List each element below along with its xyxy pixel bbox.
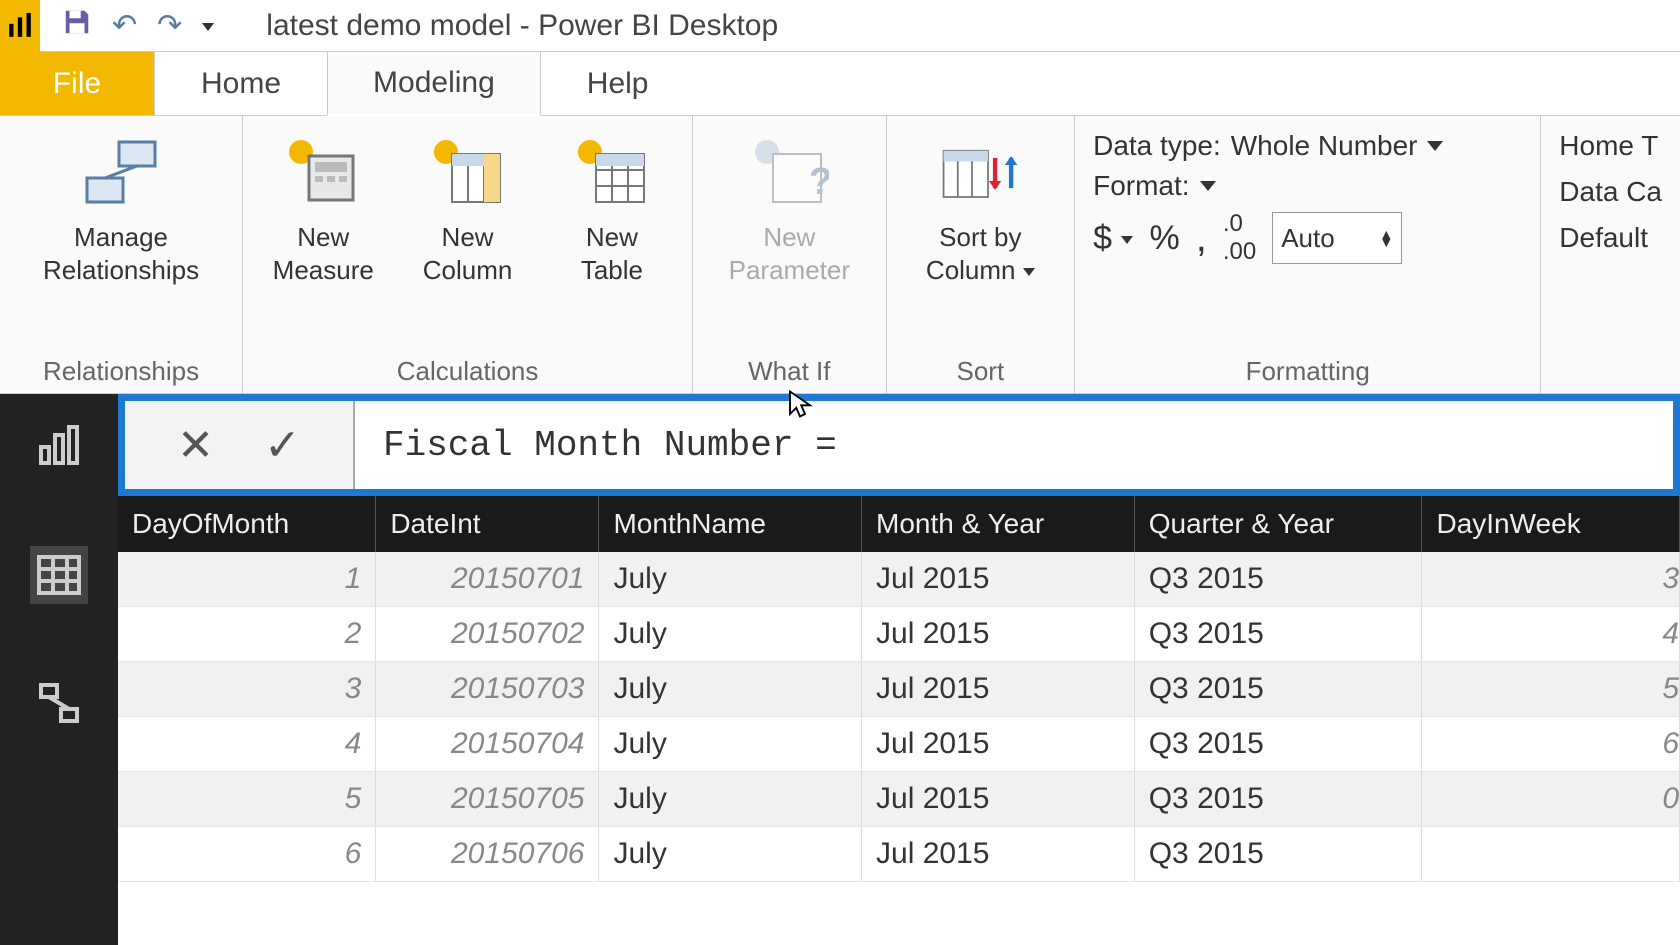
data-table[interactable]: DayOfMonthDateIntMonthNameMonth & YearQu… — [118, 496, 1680, 945]
table-cell[interactable]: 20150703 — [376, 662, 599, 717]
formula-controls: ✕ ✓ — [125, 401, 355, 489]
redo-button[interactable]: ↷ — [157, 8, 182, 43]
table-cell[interactable]: 1 — [118, 552, 376, 607]
table-cell[interactable]: Jul 2015 — [862, 662, 1135, 717]
new-measure-button[interactable]: New Measure — [251, 124, 395, 286]
titlebar: ↶ ↷ latest demo model - Power BI Desktop — [0, 0, 1680, 52]
ribbon-group-formatting: Data type: Whole Number Format: $ % , .0… — [1075, 116, 1541, 393]
table-cell[interactable]: 3 — [1422, 552, 1680, 607]
column-header[interactable]: MonthName — [599, 496, 862, 552]
sort-by-column-button[interactable]: Sort by Column — [895, 124, 1065, 286]
formula-bar: ✕ ✓ Fiscal Month Number = — [118, 394, 1680, 496]
table-cell[interactable]: 0 — [1422, 772, 1680, 827]
data-category-selector[interactable]: Data Ca — [1559, 176, 1662, 208]
table-cell[interactable]: 20150704 — [376, 717, 599, 772]
column-header[interactable]: DayOfMonth — [118, 496, 376, 552]
table-cell[interactable]: 5 — [1422, 662, 1680, 717]
formula-input[interactable]: Fiscal Month Number = — [355, 401, 1673, 489]
model-view-button[interactable] — [30, 674, 88, 732]
tab-modeling[interactable]: Modeling — [327, 52, 541, 116]
save-button[interactable] — [62, 7, 92, 45]
decimal-places-spinbox[interactable]: Auto ▲▼ — [1272, 212, 1402, 264]
cancel-formula-button[interactable]: ✕ — [177, 420, 214, 471]
new-table-button[interactable]: New Table — [540, 124, 684, 286]
column-header[interactable]: Quarter & Year — [1134, 496, 1422, 552]
table-cell[interactable]: 3 — [118, 662, 376, 717]
ribbon-group-properties: Home T Data Ca Default — [1541, 116, 1680, 393]
table-row[interactable]: 120150701JulyJul 2015Q3 20153 — [118, 552, 1680, 607]
table-cell[interactable]: Jul 2015 — [862, 772, 1135, 827]
percent-format-button[interactable]: % — [1149, 219, 1179, 258]
app-logo — [0, 0, 40, 52]
decimal-format-button[interactable]: .0.00 — [1223, 210, 1256, 266]
manage-relationships-button[interactable]: Manage Relationships — [46, 124, 196, 286]
table-cell[interactable] — [1422, 827, 1680, 882]
new-parameter-button: ? New Parameter — [702, 124, 877, 286]
content-area: ✕ ✓ Fiscal Month Number = DayOfMonthDate… — [118, 394, 1680, 945]
table-row[interactable]: 520150705JulyJul 2015Q3 20150 — [118, 772, 1680, 827]
column-header[interactable]: Month & Year — [862, 496, 1135, 552]
table-cell[interactable]: 2 — [118, 607, 376, 662]
table-cell[interactable]: 4 — [118, 717, 376, 772]
svg-text:?: ? — [809, 161, 829, 203]
ribbon-group-calculations: New Measure New Column New Table Calcula… — [243, 116, 693, 393]
quick-access-toolbar: ↶ ↷ — [40, 7, 236, 45]
ribbon-group-whatif: ? New Parameter What If — [693, 116, 887, 393]
table-cell[interactable]: July — [599, 717, 862, 772]
table-cell[interactable]: 20150705 — [376, 772, 599, 827]
ribbon-group-sort: Sort by Column Sort — [887, 116, 1076, 393]
table-cell[interactable]: Q3 2015 — [1134, 772, 1422, 827]
table-cell[interactable]: Jul 2015 — [862, 607, 1135, 662]
table-row[interactable]: 620150706JulyJul 2015Q3 2015 — [118, 827, 1680, 882]
format-selector[interactable]: Format: — [1093, 170, 1443, 202]
table-cell[interactable]: 4 — [1422, 607, 1680, 662]
comma-format-button[interactable]: , — [1196, 216, 1207, 261]
table-row[interactable]: 320150703JulyJul 2015Q3 20155 — [118, 662, 1680, 717]
data-view-button[interactable] — [30, 546, 88, 604]
table-cell[interactable]: July — [599, 552, 862, 607]
table-cell[interactable]: July — [599, 827, 862, 882]
table-cell[interactable]: 20150702 — [376, 607, 599, 662]
ribbon: Manage Relationships Relationships New M… — [0, 116, 1680, 394]
new-column-button[interactable]: New Column — [395, 124, 539, 286]
table-cell[interactable]: 6 — [118, 827, 376, 882]
table-cell[interactable]: Jul 2015 — [862, 552, 1135, 607]
table-cell[interactable]: Q3 2015 — [1134, 717, 1422, 772]
table-cell[interactable]: 20150701 — [376, 552, 599, 607]
table-cell[interactable]: July — [599, 662, 862, 717]
commit-formula-button[interactable]: ✓ — [264, 420, 301, 471]
table-cell[interactable]: Q3 2015 — [1134, 607, 1422, 662]
qat-customize-button[interactable] — [202, 9, 214, 43]
tab-file[interactable]: File — [0, 52, 155, 115]
default-summarization-selector[interactable]: Default — [1559, 222, 1662, 254]
window-title: latest demo model - Power BI Desktop — [236, 9, 778, 43]
ribbon-group-relationships: Manage Relationships Relationships — [0, 116, 243, 393]
tab-help[interactable]: Help — [541, 52, 695, 115]
main-area: ✕ ✓ Fiscal Month Number = DayOfMonthDate… — [0, 394, 1680, 945]
table-cell[interactable]: Jul 2015 — [862, 827, 1135, 882]
table-row[interactable]: 420150704JulyJul 2015Q3 20156 — [118, 717, 1680, 772]
table-cell[interactable]: Q3 2015 — [1134, 552, 1422, 607]
table-cell[interactable]: 6 — [1422, 717, 1680, 772]
report-view-button[interactable] — [30, 418, 88, 476]
column-header[interactable]: DateInt — [376, 496, 599, 552]
table-cell[interactable]: July — [599, 607, 862, 662]
view-nav — [0, 394, 118, 945]
undo-button[interactable]: ↶ — [112, 8, 137, 43]
data-type-selector[interactable]: Data type: Whole Number — [1093, 130, 1443, 162]
home-table-selector[interactable]: Home T — [1559, 130, 1662, 162]
tab-home[interactable]: Home — [155, 52, 327, 115]
table-cell[interactable]: July — [599, 772, 862, 827]
column-header[interactable]: DayInWeek — [1422, 496, 1680, 552]
table-cell[interactable]: 20150706 — [376, 827, 599, 882]
table-cell[interactable]: Q3 2015 — [1134, 827, 1422, 882]
table-cell[interactable]: Q3 2015 — [1134, 662, 1422, 717]
currency-format-button[interactable]: $ — [1093, 219, 1133, 258]
table-cell[interactable]: Jul 2015 — [862, 717, 1135, 772]
menubar: File Home Modeling Help — [0, 52, 1680, 116]
table-row[interactable]: 220150702JulyJul 2015Q3 20154 — [118, 607, 1680, 662]
table-cell[interactable]: 5 — [118, 772, 376, 827]
